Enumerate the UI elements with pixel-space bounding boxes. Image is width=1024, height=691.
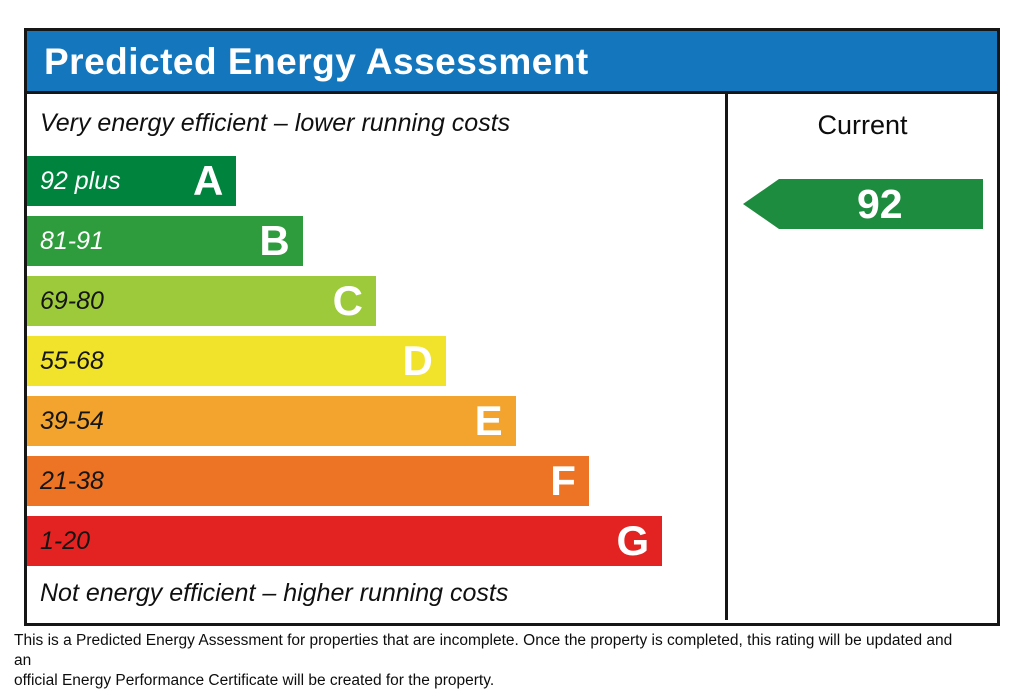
band-letter: E [474,397,503,444]
top-caption: Very energy efficient – lower running co… [40,109,511,137]
rating-scale-panel: Very energy efficient – lower running co… [27,94,728,620]
band-range: 39-54 [40,406,104,435]
band-letter: B [259,217,290,264]
current-rating-panel: Current 92 [728,94,997,620]
header: Predicted Energy Assessment [27,31,997,94]
band-b: 81-91 B [27,216,303,266]
footer-disclaimer: This is a Predicted Energy Assessment fo… [14,631,954,691]
footer-line-1: This is a Predicted Energy Assessment fo… [14,632,953,669]
band-letter: A [193,157,224,204]
band-d: 55-68 D [27,336,446,386]
chart-body: Very energy efficient – lower running co… [27,94,997,620]
band-range: 1-20 [40,526,91,555]
rating-bars: 92 plus A 81-91 B 69-80 C 55-68 D 39-54 [27,156,725,566]
band-range: 69-80 [40,286,104,315]
band-range: 81-91 [40,226,104,255]
band-letter: F [550,457,576,504]
epc-certificate-box: Predicted Energy Assessment Very energy … [24,28,1000,626]
band-e: 39-54 E [27,396,516,446]
band-a: 92 plus A [27,156,237,206]
current-column-header: Current [817,110,908,140]
band-g: 1-20 G [27,516,663,566]
current-rating-arrow: 92 [743,179,983,229]
current-rating-value: 92 [856,180,903,227]
footer-line-2: official Energy Performance Certificate … [14,672,495,689]
band-range: 55-68 [40,346,104,375]
band-letter: C [332,277,363,324]
band-range: 92 plus [40,166,121,195]
band-f: 21-38 F [27,456,589,506]
band-letter: D [402,337,433,384]
band-range: 21-38 [40,466,104,495]
bottom-caption: Not energy efficient – higher running co… [40,579,509,607]
band-c: 69-80 C [27,276,376,326]
band-letter: G [616,517,650,564]
page-title: Predicted Energy Assessment [44,40,589,82]
